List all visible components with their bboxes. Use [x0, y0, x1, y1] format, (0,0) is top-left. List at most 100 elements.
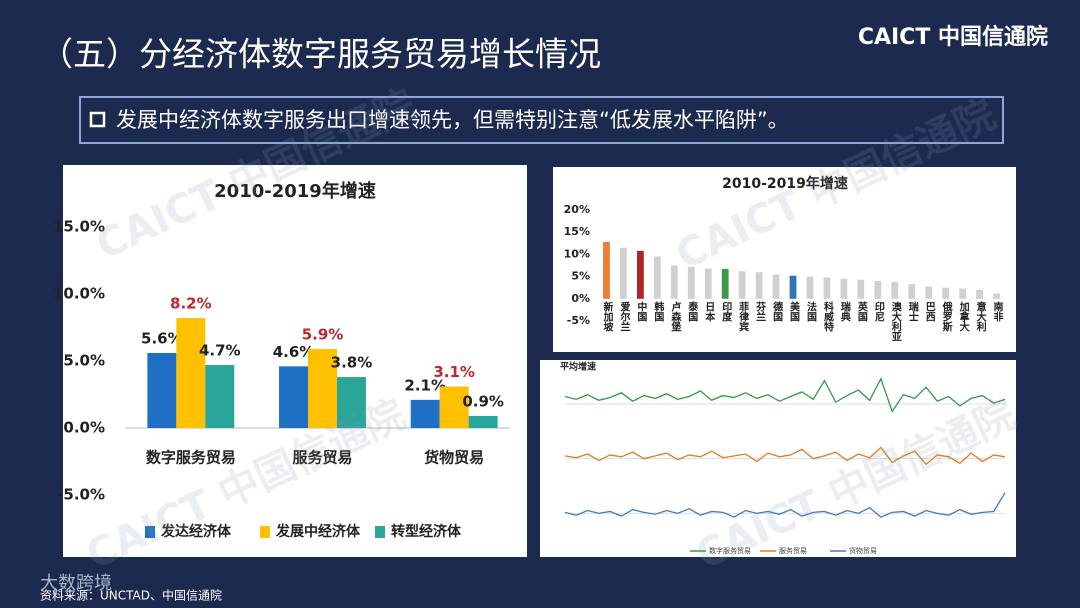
legend-label: 服务贸易	[779, 546, 807, 555]
line	[564, 446, 1006, 466]
source: 资料来源：UNCTAD、中国信通院	[40, 588, 222, 603]
value-label: 2.1%	[404, 376, 446, 394]
x-tick-label: 服务贸易	[292, 449, 352, 467]
legend-swatch	[145, 526, 155, 538]
bar	[439, 386, 469, 428]
bar	[993, 293, 1000, 299]
x-tick-label: 加拿大	[957, 301, 970, 333]
bar	[976, 289, 983, 299]
x-tick-label: 爱尔兰	[618, 301, 631, 332]
bar	[874, 281, 882, 299]
bar	[147, 352, 177, 428]
legend-label: 发展中经济体	[275, 523, 361, 540]
logo: CAICT 中国信通院	[858, 24, 1048, 50]
x-tick-label: 俄罗斯	[940, 301, 953, 333]
y-tick-label: -5%	[567, 314, 590, 327]
legend-label: 数字服务贸易	[709, 546, 751, 555]
bar	[959, 288, 966, 299]
y-tick-label: 5.0%	[63, 352, 105, 370]
x-tick-label: 澳大利亚	[889, 301, 901, 342]
x-tick-label: 卢森堡	[669, 301, 682, 332]
y-tick-label: 5%	[571, 270, 590, 283]
y-tick-label: 15.0%	[53, 218, 105, 236]
y-tick-label: 0%	[571, 292, 590, 305]
chart-title: 2010-2019年增速	[722, 175, 848, 192]
x-tick-label: 瑞典	[838, 301, 850, 323]
bar	[620, 247, 627, 299]
x-tick-label: 日本	[703, 302, 715, 323]
charts: 2010-2019年增速 -5.0% 0.0% 5.0% 10.0% 15.0% 数字服务贸…	[53, 175, 1006, 555]
x-tick-label: 新加坡	[601, 301, 614, 333]
bar	[908, 284, 916, 299]
bar	[806, 276, 814, 299]
value-label: 3.8%	[331, 354, 373, 372]
bar	[176, 318, 206, 428]
x-tick-label: 芬兰	[754, 301, 767, 322]
bar	[653, 256, 661, 299]
value-label: 5.9%	[302, 325, 344, 343]
chart-title: 2010-2019年增速	[214, 180, 376, 202]
legend-swatch	[375, 526, 385, 538]
bar	[925, 286, 933, 299]
x-tick-label: 瑞士	[906, 301, 918, 322]
bar	[772, 274, 780, 299]
bar	[308, 348, 337, 428]
bullet-square	[89, 111, 106, 128]
value-label: 0.9%	[462, 392, 504, 410]
bar	[857, 279, 865, 299]
brand: 大数跨境	[40, 573, 112, 594]
y-tick-label: 10.0%	[53, 285, 105, 303]
bar	[721, 269, 729, 299]
value-label: 4.7%	[199, 342, 241, 360]
bar	[279, 366, 309, 428]
y-tick-label: 10%	[564, 247, 590, 260]
panel	[553, 167, 1016, 352]
x-tick-label: 法国	[804, 301, 816, 323]
y-tick-label: 15%	[564, 225, 590, 238]
bar	[468, 415, 498, 428]
legend-label: 转型经济体	[391, 523, 462, 540]
x-tick-label: 印尼	[872, 302, 884, 323]
bar	[336, 377, 366, 428]
x-tick-label: 德国	[771, 301, 784, 323]
bar	[789, 275, 797, 299]
x-tick-label: 英国	[855, 301, 868, 323]
chart-title: 平均增速	[560, 361, 596, 373]
x-tick-label: 科威特	[821, 301, 833, 333]
value-label: 5.6%	[141, 329, 183, 347]
bar	[755, 272, 763, 299]
y-tick-label: 20%	[564, 203, 590, 216]
value-label: 4.6%	[273, 343, 315, 361]
bar	[687, 266, 695, 299]
bullet-box	[79, 96, 1004, 144]
bar	[704, 268, 712, 299]
x-tick-label: 印度	[720, 302, 732, 323]
x-tick-label: 韩国	[652, 301, 664, 323]
value-label: 3.1%	[433, 363, 475, 381]
x-tick-label: 中国	[635, 301, 647, 323]
x-tick-label: 菲律宾	[737, 301, 749, 333]
x-tick-label: 巴西	[923, 302, 935, 323]
y-tick-label: -5.0%	[57, 486, 105, 504]
x-tick-label: 泰国	[686, 301, 699, 323]
x-tick-label: 意大利	[974, 301, 986, 333]
bullet-text: 发展中经济体数字服务出口增速领先，但需特别注意“低发展水平陷阱”。	[116, 108, 789, 132]
bar	[670, 265, 678, 299]
bar	[637, 250, 644, 299]
y-tick-label: 0.0%	[63, 419, 105, 437]
bar	[738, 271, 746, 299]
bar	[410, 399, 440, 428]
legend-label: 货物贸易	[849, 546, 877, 555]
line	[564, 377, 1006, 413]
x-tick-label: 数字服务贸易	[146, 449, 236, 467]
bar	[603, 241, 610, 299]
x-tick-label: 货物贸易	[424, 449, 484, 467]
value-label: 8.2%	[170, 295, 212, 313]
legend-label: 发达经济体	[160, 523, 232, 540]
legend-swatch	[260, 526, 270, 538]
x-tick-label: 美国	[788, 301, 800, 323]
bar	[840, 278, 848, 299]
bar	[891, 281, 899, 299]
line	[564, 492, 1006, 518]
